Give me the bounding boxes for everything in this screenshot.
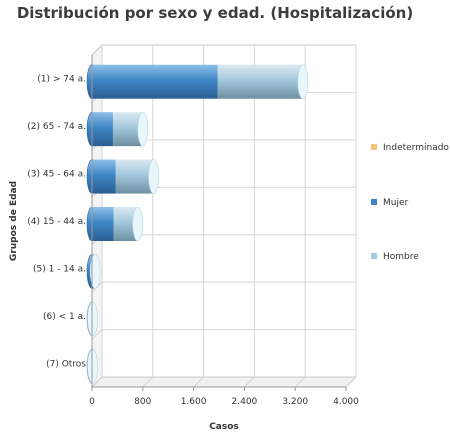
- x-tick-label: 800: [134, 397, 151, 407]
- legend: Indeterminado Mujer Hombre: [371, 143, 449, 262]
- x-tick-label: 1.600: [181, 397, 207, 407]
- y-tick-label: (6) < 1 a.: [43, 312, 86, 322]
- y-tick-label: (5) 1 - 14 a.: [33, 264, 86, 274]
- gridline-floor: [142, 376, 154, 388]
- y-tick-label: (4) 15 - 44 a.: [27, 217, 86, 227]
- gridline-floor: [91, 376, 103, 388]
- chart-title: Distribución por sexo y edad. (Hospitali…: [16, 4, 414, 22]
- y-tick-label: (1) > 74 a.: [37, 75, 86, 85]
- gridline-y-side: [91, 329, 103, 340]
- bar-cap-right: [137, 111, 149, 147]
- gridline-floor: [244, 376, 255, 388]
- x-axis-title: Casos: [209, 422, 239, 432]
- legend-label-indeterminado: Indeterminado: [383, 143, 449, 153]
- bars: [86, 64, 309, 384]
- y-tick-label: (3) 45 - 64 a.: [27, 170, 86, 180]
- legend-swatch-hombre: [371, 253, 377, 259]
- x-tick-label: 0: [89, 397, 95, 407]
- gridline-floor: [193, 376, 204, 388]
- gridline-floor: [345, 376, 357, 388]
- legend-swatch-indeterminado: [371, 144, 377, 150]
- bar-mujer: [92, 159, 116, 194]
- bar-cap-right: [89, 254, 101, 289]
- bar-cap-right: [87, 348, 98, 384]
- legend-label-mujer: Mujer: [383, 198, 409, 208]
- axes: 0 800 1.600 2.400 3.200 4.000 (1) > 74 a. (2) 6…: [9, 55, 359, 432]
- bar-hombre: [115, 159, 154, 194]
- bar-mujer: [92, 64, 218, 99]
- floor: [90, 376, 358, 388]
- bar-cap-right: [148, 159, 159, 194]
- legend-swatch-mujer: [371, 199, 377, 205]
- x-tick-label: 4.000: [333, 397, 359, 407]
- bar-mujer: [92, 112, 113, 147]
- x-tick-label: 3.200: [282, 397, 308, 407]
- y-axis-title: Grupos de Edad: [9, 181, 19, 261]
- bar-hombre: [217, 64, 303, 99]
- gridline-floor: [294, 376, 306, 388]
- y-tick-label: (2) 65 - 74 a.: [27, 122, 86, 132]
- y-tick-label: (7) Otros: [46, 359, 86, 369]
- bar-mujer: [92, 207, 114, 241]
- bar-cap-right: [297, 64, 309, 100]
- legend-label-hombre: Hombre: [383, 252, 419, 262]
- bar-cap-right: [132, 206, 144, 242]
- bar-cap-right: [87, 301, 98, 337]
- x-tick-label: 2.400: [232, 397, 258, 407]
